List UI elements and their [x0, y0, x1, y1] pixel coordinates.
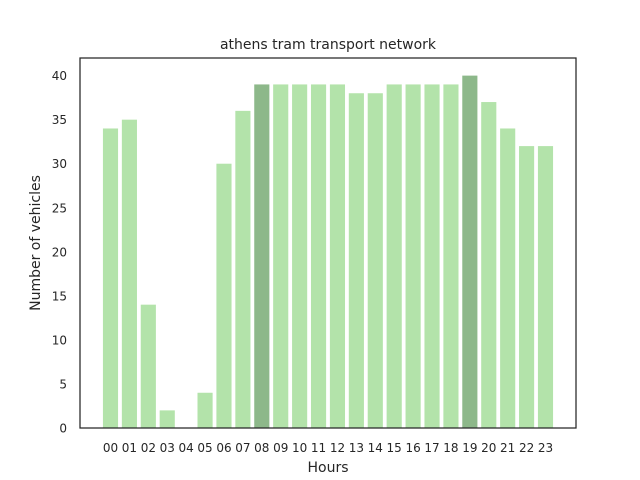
x-tick-label-17: 17 [424, 441, 439, 455]
x-tick-label-06: 06 [216, 441, 231, 455]
bar-09 [273, 84, 289, 429]
x-tick-label-02: 02 [141, 441, 156, 455]
x-tick-label-14: 14 [368, 441, 383, 455]
y-tick-label-20: 20 [52, 245, 67, 259]
x-tick-label-09: 09 [273, 441, 288, 455]
bar-22 [519, 146, 535, 428]
bar-00 [102, 128, 119, 429]
x-tick-label-05: 05 [197, 441, 212, 455]
bar-05 [197, 392, 213, 428]
x-tick-label-13: 13 [349, 441, 364, 455]
bar-08 [254, 84, 270, 429]
x-tick-label-07: 07 [235, 441, 250, 455]
bars-group [102, 75, 554, 429]
y-tick-label-25: 25 [52, 201, 67, 215]
x-tick-label-20: 20 [481, 441, 496, 455]
x-ticks-group: 00 01 02 03 04 05 06 07 08 09 10 11 12 13 14 15 16 17 18 19… [103, 441, 553, 455]
x-tick-label-10: 10 [292, 441, 307, 455]
x-tick-label-03: 03 [160, 441, 175, 455]
bar-12 [329, 84, 346, 429]
y-tick-label-0: 0 [59, 422, 67, 436]
y-tick-label-10: 10 [52, 333, 67, 347]
bar-02 [140, 304, 156, 428]
bar-16 [405, 84, 421, 429]
bar-20 [481, 102, 497, 429]
x-tick-label-21: 21 [500, 441, 515, 455]
bar-19 [462, 75, 478, 429]
bar-03 [159, 410, 175, 428]
bar-21 [500, 128, 516, 429]
bar-14 [367, 93, 383, 429]
x-tick-label-19: 19 [462, 441, 477, 455]
bar-17 [424, 84, 440, 429]
bar-15 [386, 84, 402, 429]
bar-13 [348, 93, 364, 429]
bar-07 [235, 110, 251, 429]
bar-23 [537, 146, 554, 428]
plot-frame [79, 57, 577, 429]
x-tick-label-22: 22 [519, 441, 534, 455]
x-tick-label-16: 16 [405, 441, 420, 455]
x-tick-label-04: 04 [179, 441, 194, 455]
x-tick-label-15: 15 [387, 441, 402, 455]
x-tick-label-23: 23 [538, 441, 553, 455]
x-tick-label-01: 01 [122, 441, 137, 455]
x-axis-label: Hours [307, 460, 348, 476]
x-tick-label-11: 11 [311, 441, 326, 455]
y-tick-label-5: 5 [59, 377, 67, 391]
x-tick-label-00: 00 [103, 441, 118, 455]
x-tick-label-12: 12 [330, 441, 345, 455]
y-tick-label-35: 35 [52, 113, 67, 127]
bar-10 [292, 84, 308, 429]
x-tick-label-18: 18 [443, 441, 458, 455]
bar-06 [216, 163, 232, 428]
bar-11 [310, 84, 327, 429]
y-tick-label-15: 15 [52, 289, 67, 303]
bar-18 [443, 84, 459, 429]
chart-title: athens tram transport network [220, 37, 437, 53]
x-tick-label-08: 08 [254, 441, 269, 455]
y-ticks-group: 0 5 10 15 20 25 30 35 40 [52, 69, 67, 435]
y-tick-label-40: 40 [52, 69, 67, 83]
y-tick-label-30: 30 [52, 157, 67, 171]
y-axis-label: Number of vehicles [28, 175, 44, 311]
bar-01 [121, 119, 137, 429]
